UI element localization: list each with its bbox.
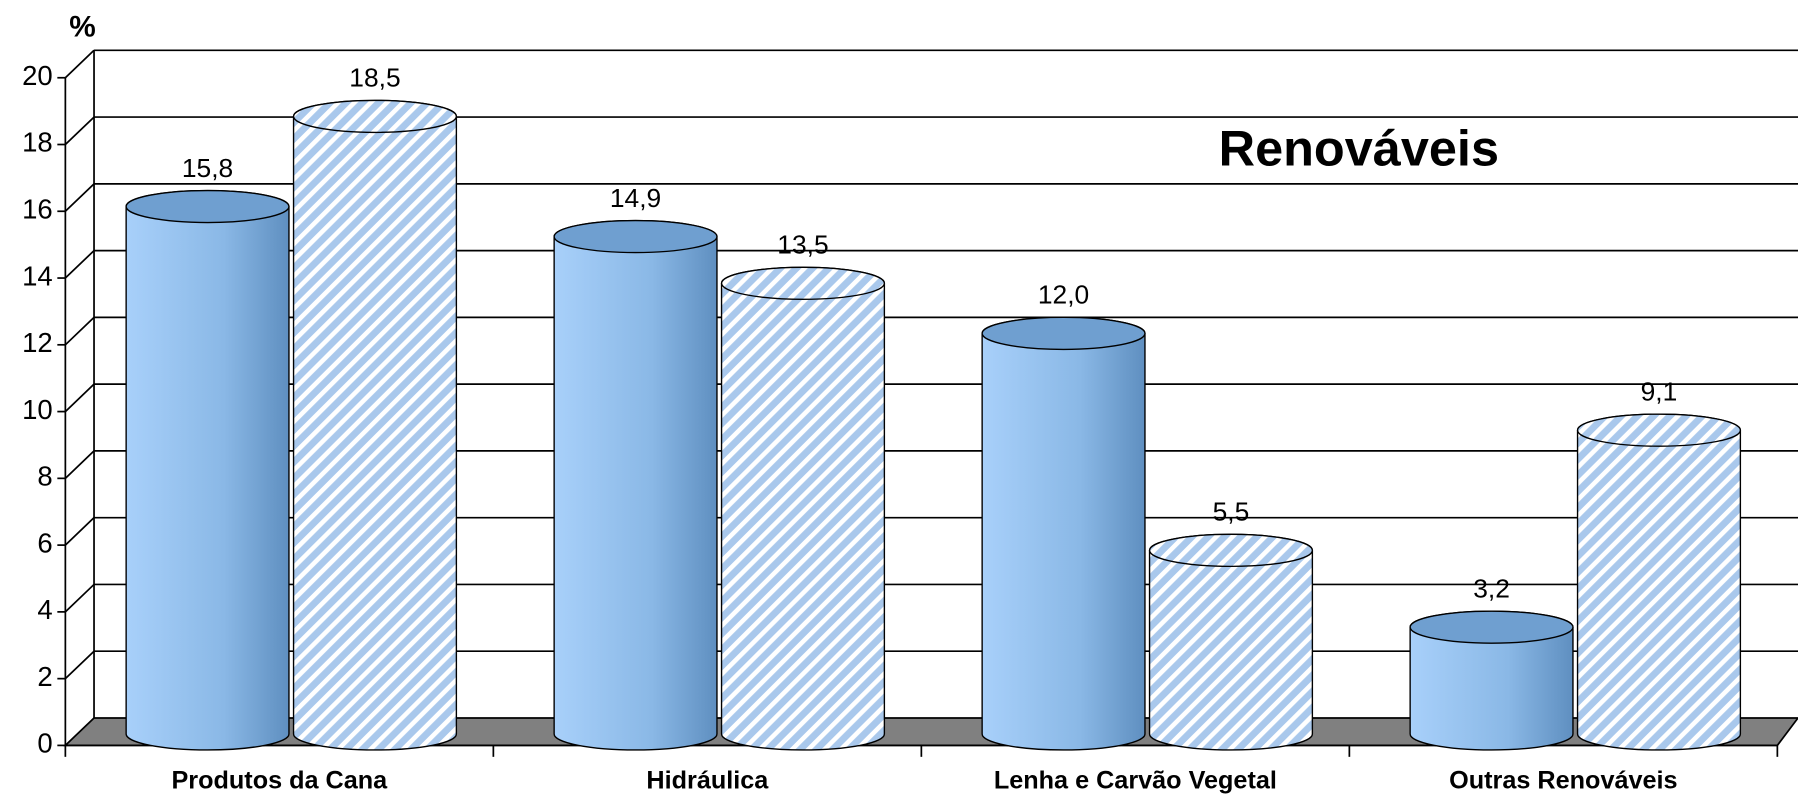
grid-line [64,650,95,680]
data-label: 18,5 [349,63,400,93]
grid-line [64,183,95,212]
grid-line [64,450,95,479]
cylinder [553,219,718,751]
y-tick-label: 0 [37,728,52,759]
y-axis-label: % [69,10,95,43]
cylinder-top [292,99,458,134]
data-label: 9,1 [1641,377,1678,407]
y-tick-label: 18 [22,127,53,158]
y-tick-label: 20 [22,60,53,91]
data-label: 5,5 [1213,497,1250,527]
cylinder [125,189,290,751]
y-tick-label: 8 [37,461,52,492]
data-label: 3,2 [1473,574,1510,604]
cylinder-top [720,266,886,300]
y-tick-label: 12 [22,327,53,358]
x-tick-label: Outras Renováveis [1449,767,1677,795]
cylinder-top [1148,533,1314,568]
y-tick-label: 4 [37,594,52,625]
y-tick-label: 6 [37,527,52,558]
cylinder [1576,413,1742,751]
grid-line [64,583,95,613]
cylinder-top [981,316,1146,351]
data-label: 15,8 [182,153,233,183]
y-tick-label: 14 [22,260,53,291]
cylinder-top [1576,413,1742,447]
data-label: 14,9 [610,183,661,213]
y-tick-label: 2 [37,661,52,692]
grid-line [64,383,95,413]
cylinder [292,99,458,751]
chart-title: Renováveis [1219,119,1499,176]
data-label: 12,0 [1038,280,1089,310]
y-tick-label: 16 [22,194,53,225]
x-tick-label: Hidráulica [646,767,769,795]
y-tick-label: 10 [22,394,53,425]
cylinder [720,266,886,751]
grid-line [64,116,95,146]
x-tick-label: Lenha e Carvão Vegetal [994,767,1277,795]
grid-line [64,249,95,279]
grid-line [64,316,95,346]
grid-line [64,49,95,79]
cylinder-top [1409,610,1574,644]
grid-line [64,517,95,546]
cylinder [981,316,1146,751]
data-label: 13,5 [777,230,828,260]
x-tick-label: Produtos da Cana [172,767,389,795]
cylinder-top [553,219,718,254]
cylinder-top [125,189,290,224]
